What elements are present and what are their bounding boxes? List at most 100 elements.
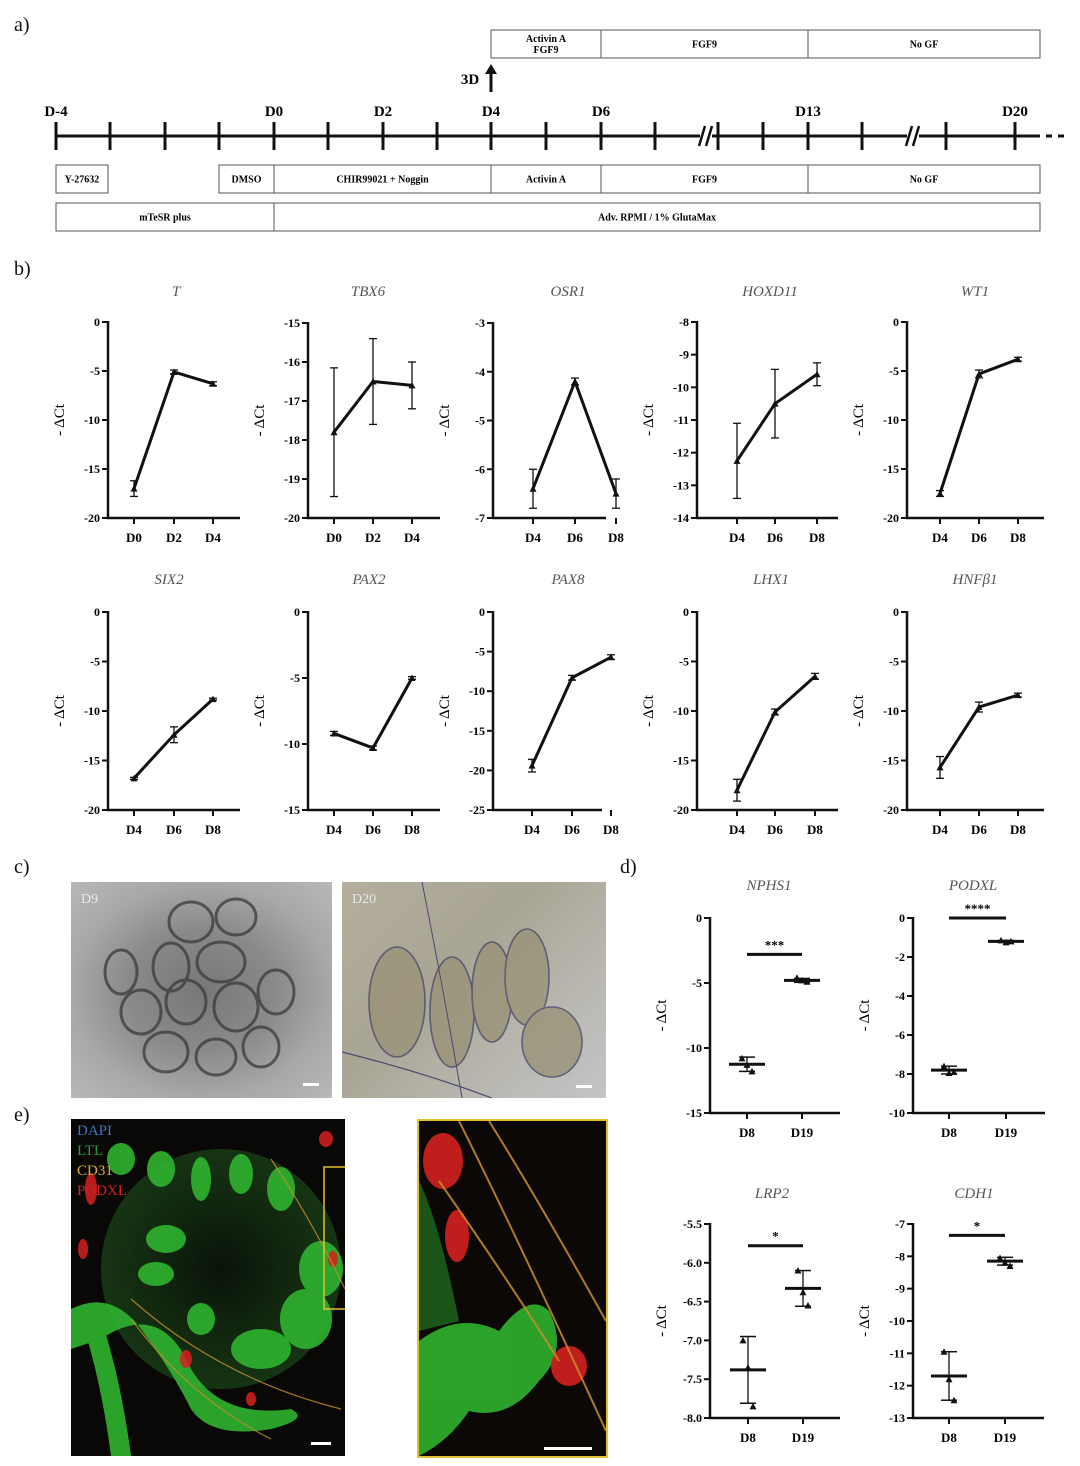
data-point — [975, 703, 983, 711]
day-label: D20 — [1002, 104, 1028, 120]
y-tick-label: -7.5 — [683, 1372, 702, 1386]
data-point — [408, 381, 416, 389]
image-label-d9: D9 — [81, 892, 99, 907]
y-tick-label: -20 — [673, 803, 689, 817]
data-point — [945, 1069, 953, 1077]
y-axis-label: - ΔCt — [857, 999, 873, 1032]
x-tick-label: D8 — [608, 530, 624, 545]
y-axis-label: - ΔCt — [252, 404, 268, 437]
y-tick-label: -10 — [673, 704, 689, 718]
y-tick-label: 0 — [893, 605, 899, 619]
immunofluorescence-inset — [417, 1119, 608, 1458]
3d-label: 3D — [461, 72, 480, 88]
condition-label: FGF9 — [534, 45, 559, 56]
chart-title: CDH1 — [954, 1186, 993, 1202]
significance-stars: * — [772, 1229, 779, 1244]
x-tick-label: D8 — [1010, 530, 1026, 545]
y-axis-label: - ΔCt — [641, 694, 657, 727]
y-tick-label: -20 — [284, 511, 300, 525]
x-tick-label: D19 — [995, 1125, 1018, 1140]
x-tick-label: D4 — [932, 822, 948, 837]
y-tick-label: -4 — [475, 365, 485, 379]
y-tick-label: 0 — [696, 911, 702, 925]
x-tick-label: D8 — [603, 822, 619, 837]
data-point — [975, 370, 983, 377]
x-tick-label: D2 — [365, 530, 381, 545]
x-tick-label: D6 — [365, 822, 381, 837]
y-tick-label: -15 — [883, 462, 899, 476]
y-tick-label: 0 — [899, 911, 905, 925]
chart-lhx1: LHX1 0 -5 -10 -15 -20 - ΔCt D4 D6 D8 — [641, 572, 838, 837]
x-tick-label: D8 — [205, 822, 221, 837]
x-tick-label: D8 — [1010, 822, 1026, 837]
x-tick-label: D2 — [166, 530, 182, 545]
chart-pax2: PAX2 0 -5 -10 -15 - ΔCt D4 D6 D8 — [252, 572, 440, 837]
x-tick-label: D4 — [205, 530, 221, 545]
data-point — [612, 490, 620, 497]
data-point — [1014, 355, 1022, 363]
data-point — [1014, 691, 1022, 699]
y-tick-label: -16 — [284, 355, 300, 369]
y-tick-label: -6 — [475, 462, 485, 476]
channel-legend: DAPI LTL CD31 PODXL — [77, 1121, 127, 1201]
x-tick-label: D8 — [807, 822, 823, 837]
data-point — [771, 400, 779, 407]
y-tick-label: -15 — [84, 462, 100, 476]
data-line — [333, 677, 414, 750]
organoid-structures — [103, 897, 296, 1077]
data-point — [568, 674, 576, 681]
x-tick-label: D19 — [994, 1430, 1017, 1445]
data-point — [739, 1336, 747, 1344]
x-tick-label: D6 — [767, 530, 783, 545]
x-tick-label: D4 — [729, 822, 745, 837]
data-point — [1001, 1259, 1009, 1266]
chart-title: LHX1 — [752, 572, 789, 588]
y-tick-label: -4 — [895, 989, 905, 1003]
y-tick-label: -20 — [469, 763, 485, 777]
panel-label-d: d) — [620, 856, 637, 878]
y-tick-label: -10 — [883, 704, 899, 718]
y-axis-label: - ΔCt — [52, 403, 68, 436]
y-tick-label: -7 — [475, 511, 485, 525]
x-tick-label: D4 — [524, 822, 540, 837]
y-tick-label: -10 — [889, 1106, 905, 1120]
data-point — [811, 672, 819, 680]
y-tick-label: -5 — [90, 364, 100, 378]
y-tick-label: -15 — [883, 754, 899, 768]
x-tick-label: D19 — [792, 1430, 815, 1445]
y-tick-label: -9 — [895, 1282, 905, 1296]
data-point — [996, 1254, 1004, 1261]
y-axis-label: - ΔCt — [851, 403, 867, 436]
x-tick-label: D4 — [932, 530, 948, 545]
y-tick-label: -14 — [673, 511, 689, 525]
y-tick-label: -5 — [889, 364, 899, 378]
y-tick-label: -5 — [475, 414, 485, 428]
image-label-d20: D20 — [352, 892, 377, 907]
data-point — [607, 653, 615, 661]
x-tick-label: D4 — [525, 530, 541, 545]
data-point — [940, 1062, 948, 1070]
y-tick-label: -5 — [475, 645, 485, 659]
medium-row: mTeSR plus Adv. RPMI / 1% GlutaMax — [55, 202, 1041, 232]
scale-bar — [311, 1442, 331, 1445]
data-point — [529, 485, 537, 492]
chart-title: OSR1 — [551, 284, 586, 300]
data-point — [950, 1396, 958, 1404]
brightfield-image-d20: D20 — [342, 882, 606, 1098]
condition-label: Y-27632 — [65, 175, 100, 186]
y-axis-label: - ΔCt — [641, 403, 657, 436]
y-tick-label: -5.5 — [683, 1217, 702, 1231]
chart-title: TBX6 — [351, 284, 386, 300]
y-tick-label: -15 — [469, 724, 485, 738]
x-tick-label: D4 — [126, 822, 142, 837]
y-tick-label: 0 — [893, 315, 899, 329]
chart-title: PODXL — [948, 878, 997, 894]
x-tick-label: D4 — [404, 530, 420, 545]
y-tick-label: -8 — [679, 315, 689, 329]
legend-podxl: PODXL — [77, 1183, 128, 1199]
y-tick-label: -13 — [673, 478, 689, 492]
data-point — [997, 936, 1005, 944]
data-line — [735, 675, 816, 791]
